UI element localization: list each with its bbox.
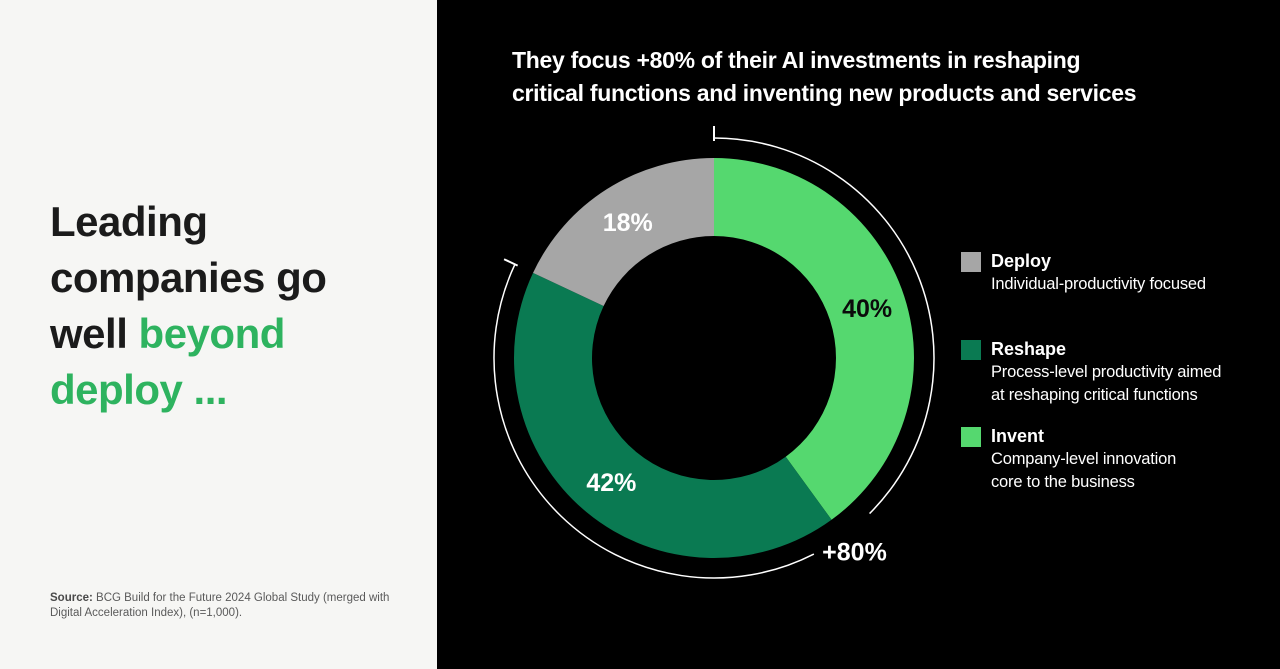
annotation-label: +80% xyxy=(822,538,887,566)
headline: Leading companies go well beyond deploy … xyxy=(50,194,410,418)
legend-swatch-reshape xyxy=(961,340,981,360)
headline-line-2: companies go xyxy=(50,254,327,301)
annotation-tick-end xyxy=(503,258,519,267)
legend-entry-deploy: Deploy Individual-productivity focused xyxy=(961,250,1206,296)
headline-line-3: well beyond xyxy=(50,306,410,362)
legend-title-invent: Invent xyxy=(991,426,1045,446)
legend-title-deploy: Deploy xyxy=(991,251,1052,271)
donut-segment-reshape xyxy=(514,272,832,558)
legend-desc-invent-1: Company-level innovation xyxy=(991,450,1177,468)
donut-segment-deploy xyxy=(533,158,714,307)
chart-title-line-1: They focus +80% of their AI investments … xyxy=(512,47,1081,73)
legend-swatch-deploy xyxy=(961,252,981,272)
source-note: Source: BCG Build for the Future 2024 Gl… xyxy=(50,591,402,621)
value-label-reshape: 42% xyxy=(586,469,636,497)
headline-line-3-dark: well xyxy=(50,310,139,357)
legend-swatch-invent xyxy=(961,427,981,447)
legend-entry-reshape: Reshape Process-level productivity aimed… xyxy=(961,338,1221,406)
legend-desc-reshape-2: at reshaping critical functions xyxy=(991,385,1198,404)
legend-desc-invent-2: core to the business xyxy=(991,472,1135,491)
chart-title: They focus +80% of their AI investments … xyxy=(512,44,1136,110)
legend-desc-deploy: Individual-productivity focused xyxy=(991,275,1206,293)
donut-segment-invent xyxy=(714,158,914,520)
headline-line-1: Leading xyxy=(50,198,208,245)
source-text: BCG Build for the Future 2024 Global Stu… xyxy=(50,592,390,619)
value-label-deploy: 18% xyxy=(603,209,653,237)
donut-chart: 40% 42% 18% +80% xyxy=(493,126,935,579)
value-label-invent: 40% xyxy=(842,295,892,323)
chart-title-line-2: critical functions and inventing new pro… xyxy=(512,80,1137,106)
left-panel: Leading companies go well beyond deploy … xyxy=(0,0,437,669)
annotation-arc-right xyxy=(713,137,935,515)
legend-entry-invent: Invent Company-level innovation core to … xyxy=(961,425,1176,493)
headline-line-4: deploy ... xyxy=(50,366,228,413)
headline-line-3-highlight: beyond xyxy=(138,310,286,357)
legend-title-reshape: Reshape xyxy=(991,339,1067,359)
source-label: Source: xyxy=(50,592,93,604)
annotation-arc-left xyxy=(493,264,815,579)
legend-desc-reshape-1: Process-level productivity aimed xyxy=(991,363,1222,381)
